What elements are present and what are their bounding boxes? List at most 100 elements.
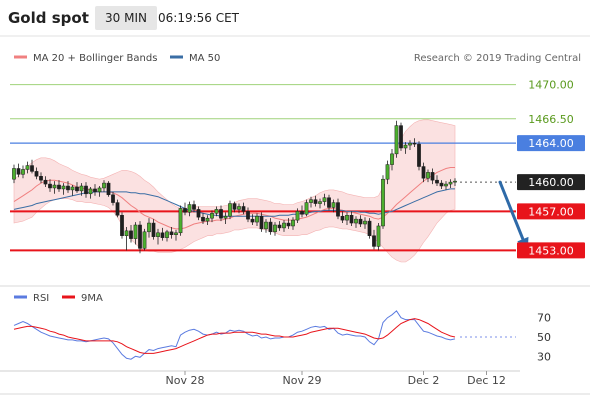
candle [223,212,228,225]
candle-body [313,199,318,204]
candle-body [358,218,363,225]
candle [444,181,448,190]
rsi-tick-label: 50 [537,331,551,344]
candle [430,168,435,185]
candle-body [430,172,435,181]
candle-body [354,218,358,224]
candle [349,211,354,226]
candle [336,198,340,220]
candle-body [372,235,376,247]
candle [376,223,381,251]
candle [250,214,255,225]
legend-label: MA 50 [189,53,220,64]
candle [79,183,84,196]
candle-body [115,202,120,216]
candle-body [196,209,201,218]
candle [156,228,160,245]
candle [291,217,295,230]
candle-body [241,206,246,212]
candle [412,138,417,148]
candle-body [277,224,282,229]
rsi-tick-label: 70 [537,312,551,325]
candle-body [453,180,457,183]
candle [48,179,52,192]
candle [142,228,147,251]
candle [367,218,372,239]
candle [264,219,268,233]
candle-body [417,143,421,167]
candle [88,186,93,199]
candle-body [120,215,124,236]
candle [25,161,30,174]
candle-body [97,187,102,193]
x-tick-label: Nov 28 [166,374,205,387]
level-label-box [517,135,585,152]
candle-body [57,184,61,190]
candle-body [187,204,192,213]
candle-body [12,168,16,180]
legend-label: MA 20 + Bollinger Bands [33,53,157,64]
candle [268,218,273,235]
candle-body [133,224,138,239]
candle-body [435,179,439,184]
candle-body [300,211,304,215]
candle-body [228,203,232,217]
candle-body [255,215,259,223]
bollinger-bands-area [13,119,456,263]
candle [169,226,174,239]
candle-body [390,153,394,165]
candle [133,222,138,245]
x-tick-label: Dec 12 [467,374,506,387]
candle [255,213,259,226]
x-tick-label: Nov 29 [283,374,322,387]
candle-body [88,188,93,195]
candle [300,205,304,218]
candle-body [70,186,75,191]
candle [214,206,219,217]
candle-body [327,197,331,208]
level-label: 1466.50 [528,113,574,126]
candle-body [295,211,300,221]
candle-body [412,142,417,145]
candle [403,142,408,154]
candle [34,167,39,180]
candle [57,180,61,192]
level-label-box [517,203,585,220]
candle-body [421,166,426,179]
candle-body [259,215,264,230]
candle-body [16,168,21,175]
candle [399,122,403,151]
candle-body [201,216,205,222]
chart-header: Gold spot 30 MIN 06:19:56 CET [0,0,590,36]
candle [304,199,309,217]
candle-body [214,209,219,214]
candle-body [138,224,142,249]
candle [358,215,363,227]
candle [102,180,106,192]
rsi-tick-label: 30 [537,350,551,363]
candle-body [264,221,268,230]
candle-body [34,171,39,177]
candle [295,208,300,224]
candle [165,229,169,242]
candle [66,181,70,193]
candle [75,182,79,193]
candle-body [399,125,403,149]
candle-body [93,188,97,193]
copyright-text: Research © 2019 Trading Central [414,53,581,64]
rsi-ma-legend-label: 9MA [81,293,103,304]
candle [111,191,115,206]
candle-body [147,222,151,233]
candle-body [25,165,30,170]
candle-body [169,231,174,235]
candle [192,200,196,213]
instrument-title: Gold spot [8,9,89,27]
candle [120,212,124,239]
candle-body [331,202,336,208]
candle-body [178,208,183,234]
candle [21,165,25,179]
timeframe-badge[interactable]: 30 MIN [95,6,157,30]
candle [390,148,394,171]
candle-body [160,232,165,238]
